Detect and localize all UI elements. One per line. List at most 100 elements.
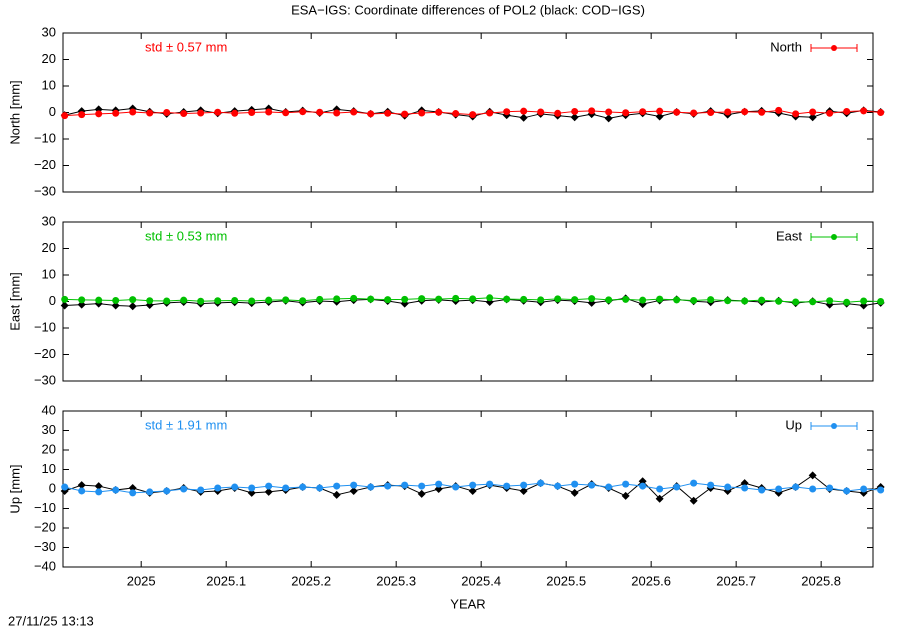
data-point: [740, 479, 749, 488]
data-point: [758, 296, 766, 304]
legend-label: Up: [785, 417, 802, 432]
data-point: [129, 296, 137, 304]
data-point: [689, 496, 698, 505]
data-point: [384, 482, 392, 490]
data-point: [180, 110, 188, 118]
data-point: [486, 480, 494, 488]
data-point: [61, 295, 69, 303]
data-point: [622, 295, 630, 303]
x-tick-label: 2025.6: [631, 573, 671, 588]
data-point: [826, 109, 834, 117]
data-point: [808, 113, 817, 122]
data-point: [60, 301, 69, 310]
data-point: [877, 298, 885, 305]
data-point: [486, 109, 494, 117]
data-point: [214, 484, 222, 492]
data-point: [655, 112, 664, 121]
data-point: [316, 295, 324, 303]
data-point: [519, 113, 528, 122]
data-point: [605, 108, 613, 116]
data-point: [418, 295, 426, 303]
data-point: [656, 485, 664, 493]
data-point: [537, 296, 545, 304]
x-tick-label: 2025.5: [546, 573, 586, 588]
x-tick-label: 2025.8: [801, 573, 841, 588]
data-point: [588, 295, 596, 303]
data-point: [554, 109, 562, 117]
data-point: [231, 483, 239, 491]
data-point: [434, 485, 443, 493]
data-point: [299, 108, 307, 116]
y-tick-label: −20: [34, 519, 56, 534]
data-point: [248, 109, 256, 116]
data-point: [571, 107, 579, 115]
data-point: [350, 294, 358, 302]
data-point: [264, 487, 273, 496]
data-point: [367, 295, 375, 303]
data-point: [163, 109, 171, 116]
data-point: [690, 296, 698, 304]
data-point: [214, 297, 222, 305]
x-tick-label: 2025: [127, 573, 156, 588]
data-point: [146, 488, 154, 496]
data-point: [656, 295, 664, 303]
data-point: [673, 483, 681, 491]
data-point: [316, 108, 324, 116]
data-point: [129, 489, 137, 497]
data-point: [418, 482, 426, 490]
data-point: [775, 485, 783, 493]
y-tick-label: −10: [34, 500, 56, 515]
data-point: [860, 485, 868, 493]
x-tick-label: 2025.4: [461, 573, 501, 588]
data-point: [808, 471, 817, 480]
data-point: [197, 486, 205, 494]
data-point: [809, 108, 817, 116]
data-point: [520, 295, 528, 303]
data-point: [468, 486, 477, 495]
data-point: [775, 106, 783, 114]
y-tick-label: 30: [42, 24, 56, 39]
data-point: [860, 297, 868, 305]
data-point: [673, 108, 681, 116]
y-tick-label: 0: [49, 293, 56, 308]
timestamp: 27/11/25 13:13: [8, 613, 94, 628]
data-point: [809, 298, 817, 306]
data-point: [570, 113, 579, 122]
data-point: [775, 297, 783, 305]
data-point: [639, 108, 647, 116]
data-point: [843, 107, 851, 115]
annotation: std ± 0.53 mm: [145, 228, 227, 243]
data-point: [248, 484, 256, 492]
y-axis-label: Up [mm]: [7, 464, 22, 513]
data-point: [655, 494, 664, 503]
data-point: [877, 109, 885, 116]
data-point: [78, 296, 86, 304]
y-tick-label: −30: [34, 183, 56, 198]
data-point: [570, 488, 579, 497]
data-point: [537, 479, 545, 487]
data-point: [61, 112, 69, 120]
y-tick-label: 10: [42, 461, 56, 476]
data-point: [265, 108, 273, 116]
data-point: [231, 109, 239, 117]
data-point: [843, 487, 851, 495]
data-point: [111, 301, 120, 310]
data-point: [792, 483, 800, 491]
data-point: [741, 297, 749, 305]
data-point: [333, 109, 341, 117]
legend-swatch: [831, 45, 837, 51]
data-point: [95, 110, 103, 118]
legend-label: East: [776, 228, 802, 243]
y-tick-label: −40: [34, 558, 56, 573]
data-point: [384, 109, 392, 117]
data-point: [724, 297, 732, 305]
legend-swatch: [831, 423, 837, 429]
data-point: [129, 108, 137, 116]
data-point: [78, 111, 86, 119]
data-point: [401, 295, 409, 303]
data-point: [435, 108, 443, 116]
data-point: [367, 483, 375, 491]
x-tick-label: 2025.3: [376, 573, 416, 588]
data-point: [112, 486, 120, 494]
data-point: [707, 481, 715, 489]
